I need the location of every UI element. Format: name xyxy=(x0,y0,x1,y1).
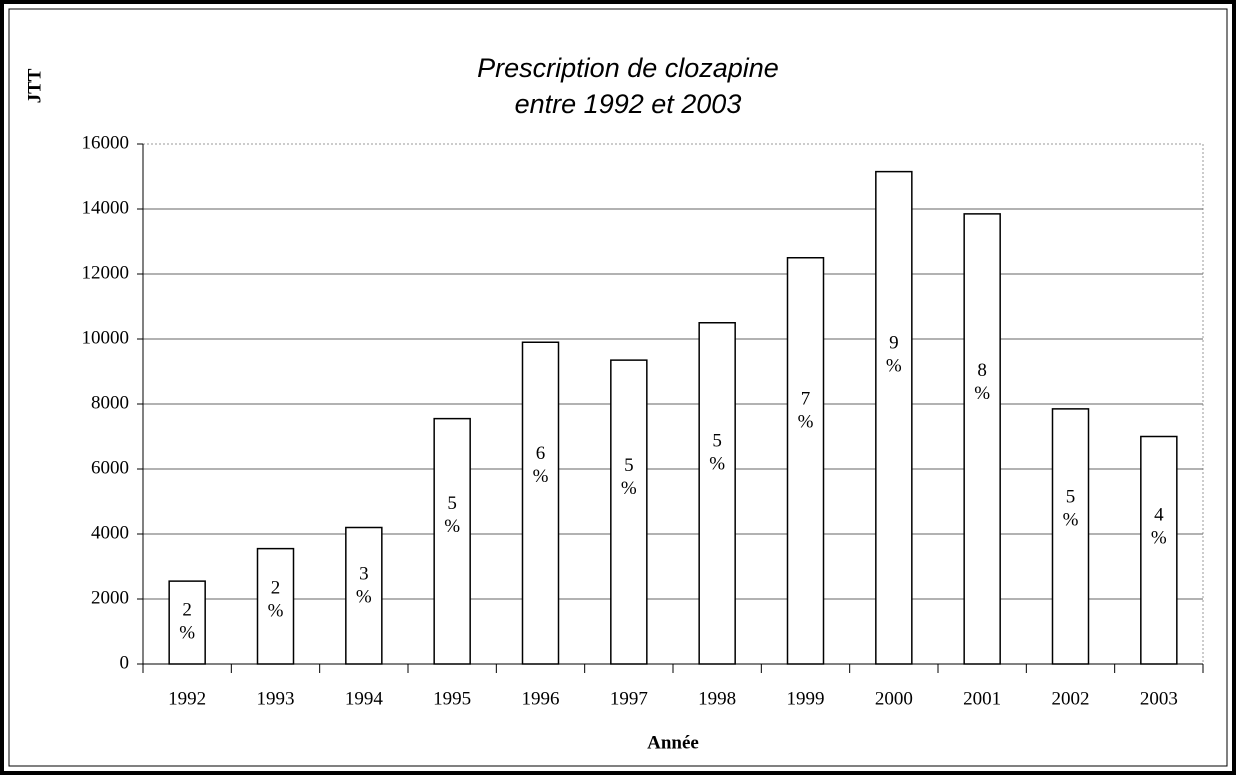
y-tick-label: 14000 xyxy=(82,197,130,218)
bar-label: % xyxy=(268,600,284,621)
bar xyxy=(256,547,295,665)
x-tick-label: 1995 xyxy=(433,688,471,709)
bar-label: % xyxy=(709,454,725,475)
bar-label: % xyxy=(621,478,637,499)
bar xyxy=(345,526,383,665)
x-tick-label: 2000 xyxy=(875,688,913,709)
y-tick-label: 6000 xyxy=(91,457,129,478)
x-tick-label: 2003 xyxy=(1140,688,1178,709)
bar-label: 9 xyxy=(889,332,899,353)
bar-label: % xyxy=(886,355,902,376)
bar-label: 2 xyxy=(271,577,281,598)
x-tick-label: 1999 xyxy=(787,688,825,709)
chart-title: entre 1992 et 2003 xyxy=(515,89,742,119)
bar-label: % xyxy=(798,411,814,432)
inner-frame xyxy=(8,8,1228,767)
bar xyxy=(1051,408,1090,665)
bar xyxy=(698,322,736,665)
bar xyxy=(168,580,206,665)
y-tick-label: 4000 xyxy=(91,522,129,543)
bar-label: % xyxy=(533,466,549,487)
bar-label: % xyxy=(1063,510,1079,531)
bar-label: % xyxy=(1151,527,1167,548)
bar-label: 2 xyxy=(182,599,192,620)
y-tick-label: 2000 xyxy=(91,587,129,608)
bar-label: 4 xyxy=(1154,504,1164,525)
bar-label: 8 xyxy=(977,360,987,381)
bar xyxy=(521,341,560,665)
bar-label: 3 xyxy=(359,564,369,585)
x-axis-label: Année xyxy=(647,732,699,753)
y-tick-label: 10000 xyxy=(82,327,130,348)
bar-label: 5 xyxy=(712,431,722,452)
y-axis-label: JTT xyxy=(24,68,45,103)
bar xyxy=(1140,435,1178,665)
x-tick-label: 1997 xyxy=(610,688,648,709)
bar xyxy=(963,213,1001,665)
bar-label: 7 xyxy=(801,388,811,409)
bar-label: % xyxy=(444,516,460,537)
bar-label: 5 xyxy=(1066,487,1076,508)
bar xyxy=(786,257,825,665)
bar-label: 5 xyxy=(624,455,634,476)
x-tick-label: 2002 xyxy=(1052,688,1090,709)
bar xyxy=(433,417,471,665)
bar xyxy=(610,359,648,665)
x-tick-label: 1993 xyxy=(257,688,295,709)
bar-label: % xyxy=(356,587,372,608)
bar-label: 6 xyxy=(536,443,546,464)
bar xyxy=(875,170,913,665)
x-tick-label: 1994 xyxy=(345,688,384,709)
bar-label: 5 xyxy=(447,493,457,514)
bar-label: % xyxy=(974,383,990,404)
x-tick-label: 2001 xyxy=(963,688,1001,709)
y-tick-label: 16000 xyxy=(82,132,130,153)
x-tick-label: 1992 xyxy=(168,688,206,709)
y-tick-label: 12000 xyxy=(82,262,130,283)
y-tick-label: 8000 xyxy=(91,392,129,413)
x-tick-label: 1996 xyxy=(522,688,560,709)
chart-title: Prescription de clozapine xyxy=(477,53,779,83)
y-tick-label: 0 xyxy=(120,652,130,673)
x-tick-label: 1998 xyxy=(698,688,736,709)
bar-label: % xyxy=(179,622,195,643)
